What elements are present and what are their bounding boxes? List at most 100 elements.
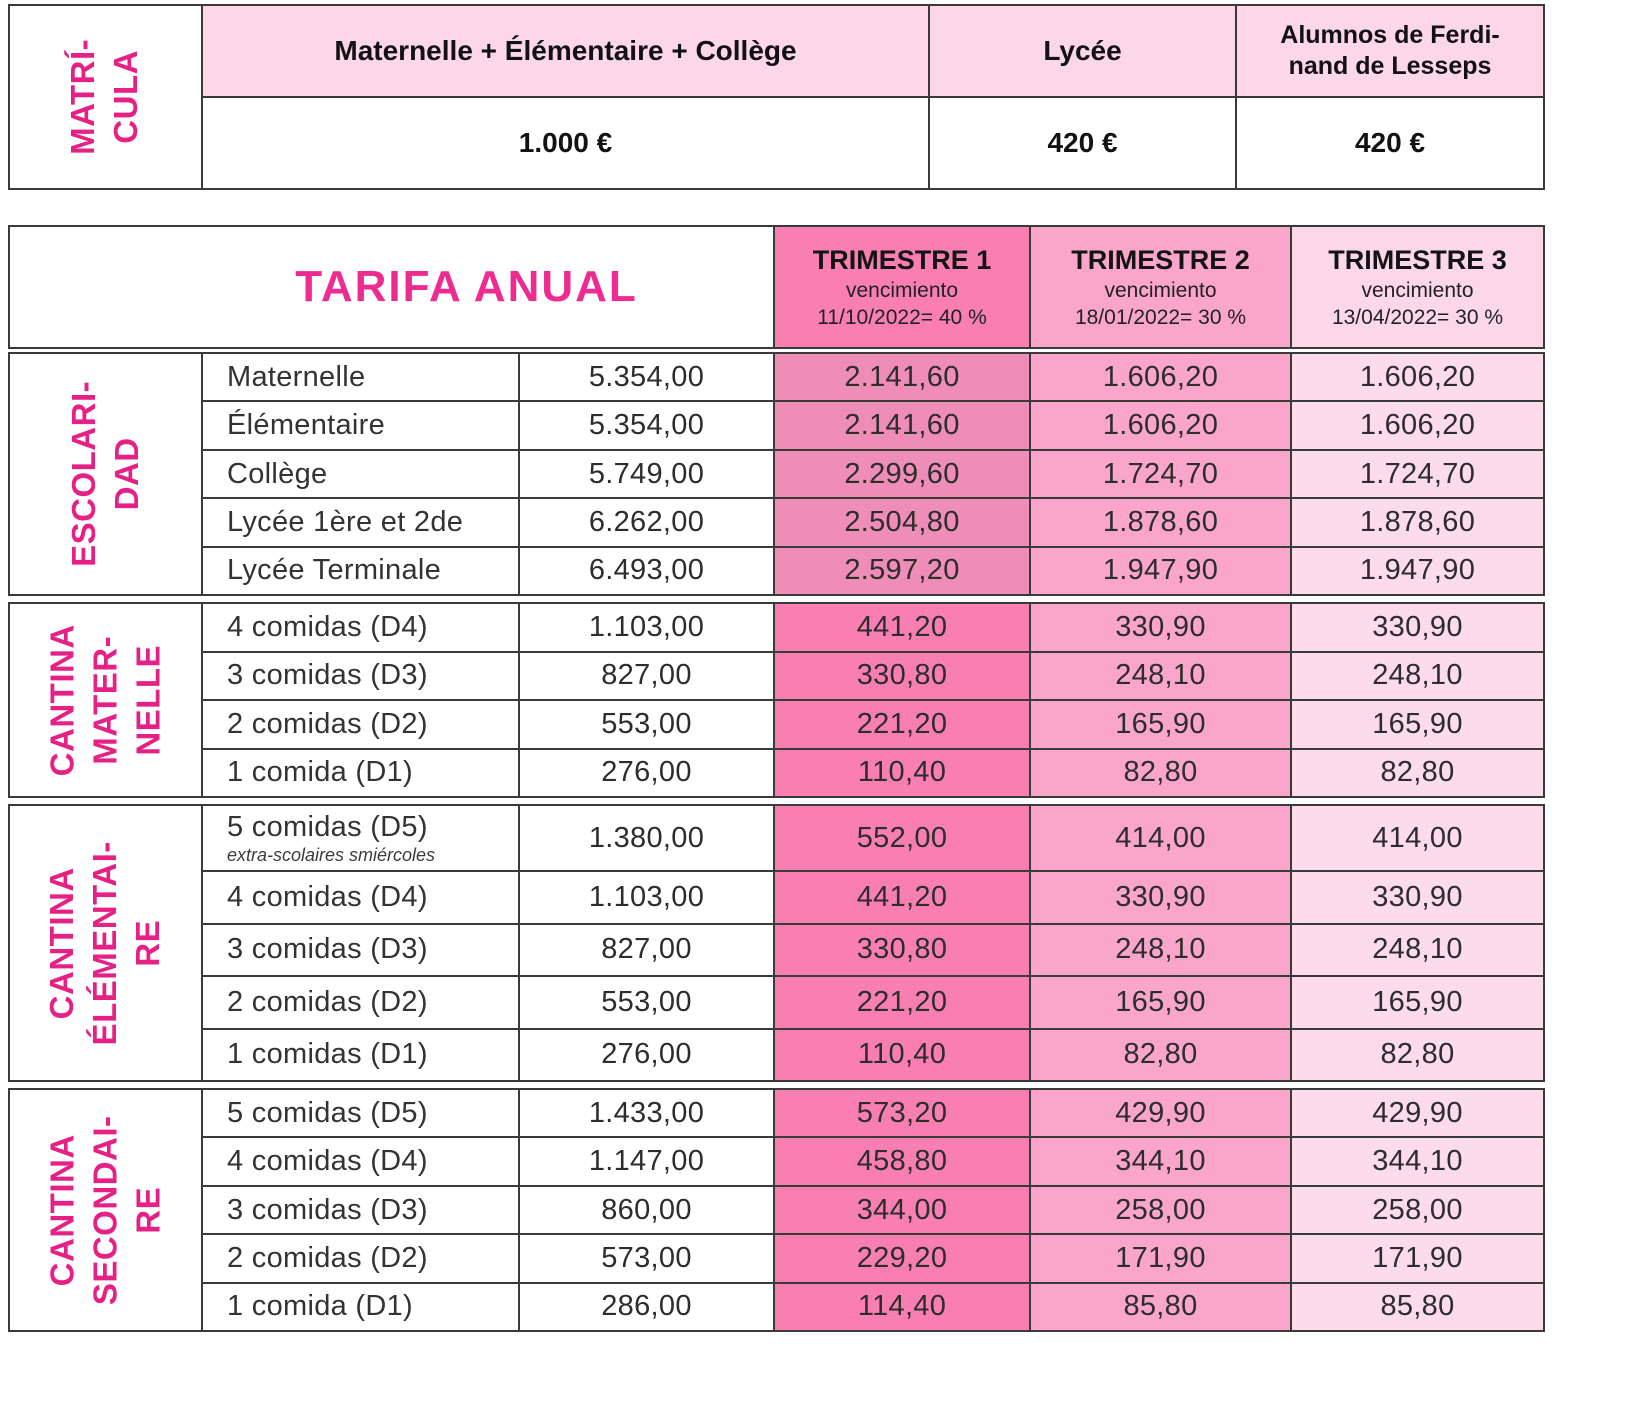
annual-cell: 573,00 [518, 1235, 773, 1282]
table-row: 4 comidas (D4) 1.103,00 441,20 330,90 33… [203, 870, 1543, 923]
t2-cell: 171,90 [1029, 1235, 1290, 1282]
matricula-header-lycee: Lycée [928, 6, 1235, 96]
section-cantina-secondaire: CANTINA SECONDAI- RE 5 comidas (D5) 1.43… [8, 1088, 1545, 1332]
cantina-maternelle-label: CANTINA MATER- NELLE [43, 624, 166, 776]
table-row: 2 comidas (D2) 553,00 221,20 165,90 165,… [203, 975, 1543, 1028]
table-row: 1 comida (D1) 286,00 114,40 85,80 85,80 [203, 1281, 1543, 1331]
item-cell: 1 comida (D1) [227, 756, 414, 789]
tarifa-header: TARIFA ANUAL TRIMESTRE 1 vencimiento 11/… [8, 225, 1545, 349]
annual-cell: 827,00 [518, 652, 773, 699]
t3-cell: 82,80 [1290, 749, 1543, 796]
t2-cell: 1.606,20 [1029, 354, 1290, 401]
t3-cell: 248,10 [1290, 924, 1543, 976]
table-row: 4 comidas (D4) 1.103,00 441,20 330,90 33… [203, 604, 1543, 651]
t3-cell: 330,90 [1290, 872, 1543, 923]
item-cell: 2 comidas (D2) [227, 1241, 428, 1274]
t3-cell: 258,00 [1290, 1186, 1543, 1234]
annual-cell: 1.103,00 [518, 872, 773, 923]
t1-cell: 441,20 [773, 872, 1029, 923]
item-cell: Collège [227, 457, 328, 490]
page-title: TARIFA ANUAL [295, 262, 638, 311]
t2-cell: 82,80 [1029, 1029, 1290, 1081]
item-cell: 5 comidas (D5) extra-scolaires smiércole… [203, 806, 518, 870]
t1-cell: 573,20 [773, 1090, 1029, 1137]
tarifa-title-cell: TARIFA ANUAL [10, 227, 773, 347]
item-cell: Élémentaire [227, 409, 386, 442]
table-row: 1 comidas (D1) 276,00 110,40 82,80 82,80 [203, 1027, 1543, 1081]
section-cantina-maternelle: CANTINA MATER- NELLE 4 comidas (D4) 1.10… [8, 602, 1545, 798]
annual-cell: 1.103,00 [518, 604, 773, 651]
t2-cell: 330,90 [1029, 872, 1290, 923]
trimestre1-name: TRIMESTRE 1 [812, 244, 992, 275]
t1-cell: 229,20 [773, 1235, 1029, 1282]
cantina-maternelle-label-cell: CANTINA MATER- NELLE [10, 604, 203, 796]
item-cell: 1 comida (D1) [227, 1290, 414, 1323]
t3-cell: 1.724,70 [1290, 450, 1543, 498]
t3-cell: 85,80 [1290, 1283, 1543, 1331]
table-row: Collège 5.749,00 2.299,60 1.724,70 1.724… [203, 448, 1543, 498]
table-row: 3 comidas (D3) 827,00 330,80 248,10 248,… [203, 650, 1543, 699]
t3-cell: 248,10 [1290, 652, 1543, 699]
matricula-value-lesseps: 420 € [1235, 98, 1543, 188]
t1-cell: 441,20 [773, 604, 1029, 651]
item-cell: Lycée 1ère et 2de [227, 505, 464, 538]
item-cell: 4 comidas (D4) [227, 880, 428, 913]
table-row: 1 comida (D1) 276,00 110,40 82,80 82,80 [203, 747, 1543, 796]
t3-cell: 165,90 [1290, 701, 1543, 748]
t1-cell: 2.141,60 [773, 402, 1029, 449]
matricula-header-row: Maternelle + Élémentaire + Collège Lycée… [203, 6, 1543, 96]
t1-cell: 221,20 [773, 701, 1029, 748]
cantina-maternelle-rows: 4 comidas (D4) 1.103,00 441,20 330,90 33… [203, 604, 1543, 796]
t3-cell: 344,10 [1290, 1138, 1543, 1185]
matricula-label-cell: MATRÍ- CULA [10, 6, 203, 188]
item-cell: 3 comidas (D3) [227, 933, 428, 966]
trimestre3-name: TRIMESTRE 3 [1328, 244, 1507, 275]
t1-cell: 2.141,60 [773, 354, 1029, 401]
t1-cell: 110,40 [773, 1029, 1029, 1081]
matricula-value-row: 1.000 € 420 € 420 € [203, 96, 1543, 188]
table-row: 5 comidas (D5) 1.433,00 573,20 429,90 42… [203, 1090, 1543, 1137]
table-row: 4 comidas (D4) 1.147,00 458,80 344,10 34… [203, 1136, 1543, 1185]
table-row: Lycée Terminale 6.493,00 2.597,20 1.947,… [203, 545, 1543, 595]
trimestre1-header: TRIMESTRE 1 vencimiento 11/10/2022= 40 % [773, 227, 1029, 347]
trimestre3-sub: vencimiento [1361, 278, 1474, 302]
t3-cell: 414,00 [1290, 806, 1543, 871]
annual-cell: 553,00 [518, 701, 773, 748]
t3-cell: 330,90 [1290, 604, 1543, 651]
annual-cell: 827,00 [518, 924, 773, 976]
trimestre3-due: 13/04/2022= 30 % [1331, 305, 1504, 329]
annual-cell: 1.380,00 [518, 806, 773, 871]
t2-cell: 248,10 [1029, 924, 1290, 976]
trimestre1-due: 11/10/2022= 40 % [817, 305, 987, 329]
t1-cell: 344,00 [773, 1186, 1029, 1234]
trimestre3-header: TRIMESTRE 3 vencimiento 13/04/2022= 30 % [1290, 227, 1543, 347]
escolaridad-rows: Maternelle 5.354,00 2.141,60 1.606,20 1.… [203, 354, 1543, 595]
t2-cell: 429,90 [1029, 1090, 1290, 1137]
matricula-table: MATRÍ- CULA Maternelle + Élémentaire + C… [8, 4, 1545, 190]
escolaridad-label-cell: ESCOLARI- DAD [10, 354, 203, 594]
t2-cell: 165,90 [1029, 701, 1290, 748]
item-cell: 4 comidas (D4) [227, 610, 428, 643]
t1-cell: 458,80 [773, 1138, 1029, 1185]
table-row: Élémentaire 5.354,00 2.141,60 1.606,20 1… [203, 400, 1543, 449]
t3-cell: 1.606,20 [1290, 402, 1543, 449]
matricula-header-lesseps: Alumnos de Ferdi- nand de Lesseps [1235, 6, 1543, 96]
t3-cell: 1.606,20 [1290, 354, 1543, 401]
t3-cell: 1.878,60 [1290, 499, 1543, 546]
t1-cell: 330,80 [773, 652, 1029, 699]
item-label: 5 comidas (D5) [227, 810, 428, 843]
item-cell: Lycée Terminale [227, 554, 442, 587]
item-cell: 3 comidas (D3) [227, 659, 428, 692]
t2-cell: 82,80 [1029, 749, 1290, 796]
cantina-secondaire-label: CANTINA SECONDAI- RE [43, 1115, 166, 1305]
t2-cell: 248,10 [1029, 652, 1290, 699]
t3-cell: 165,90 [1290, 977, 1543, 1028]
item-cell: 2 comidas (D2) [227, 707, 428, 740]
matricula-grid: Maternelle + Élémentaire + Collège Lycée… [203, 6, 1543, 188]
t2-cell: 258,00 [1029, 1186, 1290, 1234]
trimestre2-due: 18/01/2022= 30 % [1074, 305, 1247, 329]
table-row: 3 comidas (D3) 860,00 344,00 258,00 258,… [203, 1184, 1543, 1234]
t3-cell: 82,80 [1290, 1029, 1543, 1081]
annual-cell: 6.262,00 [518, 499, 773, 546]
trimestre2-header: TRIMESTRE 2 vencimiento 18/01/2022= 30 % [1029, 227, 1290, 347]
